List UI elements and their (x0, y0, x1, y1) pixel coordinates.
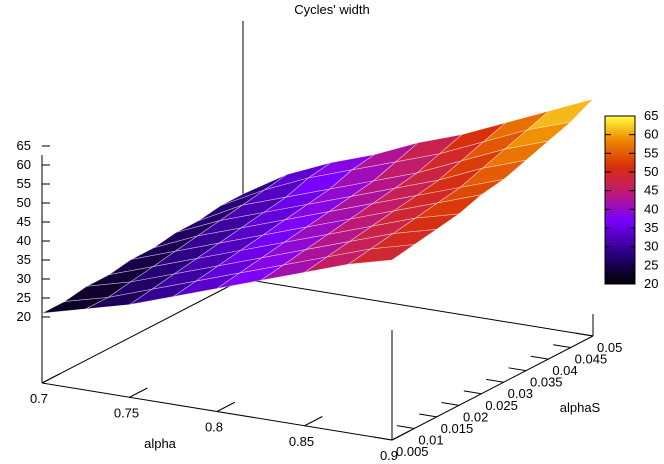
colorbar-tick-label: 45 (644, 183, 658, 198)
z-tick-label: 50 (17, 195, 31, 210)
box-edge-back-right (242, 278, 594, 337)
x-tick-label: 0.75 (114, 405, 139, 420)
y-tick (396, 425, 415, 429)
z-tick-label: 60 (17, 157, 31, 172)
y-tick-label: 0.005 (396, 444, 429, 459)
surface-mesh (41, 98, 594, 314)
axes-box-front (41, 155, 594, 441)
y-tick-label: 0.04 (552, 363, 577, 378)
z-tick-label: 30 (17, 271, 31, 286)
y-tick-label: 0.035 (530, 375, 563, 390)
colorbar-tick-label: 60 (644, 127, 658, 142)
y-tick (463, 390, 482, 395)
z-tick-label: 25 (17, 290, 31, 305)
colorbar-tick-label: 30 (644, 239, 658, 254)
chart-title: Cycles' width (294, 2, 369, 17)
x-tick (304, 416, 323, 427)
y-tick-label: 0.025 (485, 398, 518, 413)
colorbar-tick-label: 55 (644, 145, 658, 160)
y-tick-label: 0.02 (463, 409, 488, 424)
y-tick (575, 332, 594, 337)
y-tick-label: 0.05 (597, 340, 622, 355)
x-tick-label: 0.7 (30, 391, 48, 406)
y-tick (508, 367, 527, 372)
y-tick (441, 401, 460, 406)
y-tick (419, 413, 437, 418)
y-tick-label: 0.03 (508, 386, 533, 401)
colorbar-tick-label: 20 (644, 276, 658, 291)
y-tick-label: 0.015 (441, 421, 474, 436)
colorbar-tick-label: 65 (644, 108, 658, 123)
y-tick (374, 436, 393, 441)
colorbar-gradient (604, 115, 636, 285)
y-tick (553, 344, 571, 349)
y-tick (486, 378, 504, 383)
colorbar-tick-label: 50 (644, 164, 658, 179)
axis-ticks: 202530354045505560650.70.750.80.850.90.0… (17, 138, 623, 463)
x-tick (216, 401, 236, 412)
box-edge-front-right (391, 335, 594, 441)
z-tick-label: 55 (17, 176, 31, 191)
x-axis-label: alpha (144, 436, 177, 451)
colorbar-tick-label: 40 (644, 201, 658, 216)
x-tick (129, 387, 148, 398)
y-tick-label: 0.045 (575, 352, 608, 367)
x-tick (41, 373, 61, 384)
z-tick-label: 20 (17, 309, 31, 324)
x-tick-label: 0.9 (380, 448, 398, 463)
colorbar-tick-label: 25 (644, 257, 658, 272)
z-tick-label: 65 (17, 138, 31, 153)
y-tick (530, 355, 549, 360)
surface-cell (41, 297, 109, 314)
z-tick-label: 40 (17, 233, 31, 248)
y-axis-label: alphaS (560, 400, 601, 415)
colorbar: 20 25 30 35 40 45 50 55 60 65 (604, 108, 658, 291)
z-tick-label: 45 (17, 214, 31, 229)
box-edge-back-left (41, 278, 244, 384)
x-tick-label: 0.8 (205, 420, 223, 435)
z-tick-label: 35 (17, 252, 31, 267)
x-tick-label: 0.85 (289, 434, 314, 449)
x-tick (391, 430, 411, 441)
y-tick-label: 0.01 (418, 432, 443, 447)
colorbar-tick-label: 35 (644, 220, 658, 235)
